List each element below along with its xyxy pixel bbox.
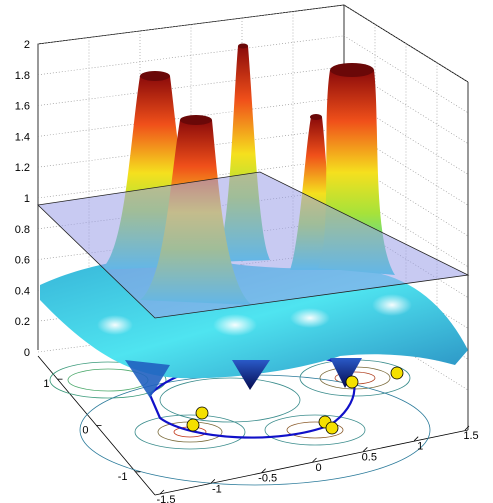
- z-tick-label: 1.2: [15, 162, 30, 174]
- z-tick-label: 2: [24, 39, 30, 51]
- y-tick-label: -1: [118, 471, 128, 483]
- z-tick-label: 0.8: [15, 224, 30, 236]
- x-tick-label: -1.5: [157, 494, 176, 503]
- z-tick-label: 0.6: [15, 255, 30, 267]
- x-tick-label: 1: [417, 441, 423, 453]
- z-tick-label: 0.4: [15, 285, 30, 297]
- z-tick-label: 1.6: [15, 101, 30, 113]
- x-tick-label: -0.5: [258, 473, 277, 485]
- y-tick-label: 0: [82, 425, 88, 437]
- x-tick-label: -1: [212, 483, 222, 495]
- marker-points: [186, 366, 404, 435]
- x-tick-label: 0: [315, 462, 321, 474]
- z-tick-label: 0.2: [15, 316, 30, 328]
- z-tick-label: 0: [24, 347, 30, 359]
- y-axis-ticks: -1 0 1: [43, 378, 141, 483]
- z-tick-label: 1: [24, 193, 30, 205]
- reference-plane: [37, 171, 470, 319]
- x-axis-ticks: -1.5 -1 -0.5 0 0.5 1 1.5: [157, 425, 479, 503]
- z-tick-label: 1.8: [15, 70, 30, 82]
- z-axis-ticks: 0 0.2 0.4 0.6 0.8 1 1.2 1.4 1.6 1.8 2: [15, 39, 30, 359]
- y-tick-label: 1: [43, 378, 49, 390]
- x-tick-label: 1.5: [463, 430, 478, 442]
- z-tick-label: 1.4: [15, 131, 30, 143]
- x-tick-label: 0.5: [362, 451, 377, 463]
